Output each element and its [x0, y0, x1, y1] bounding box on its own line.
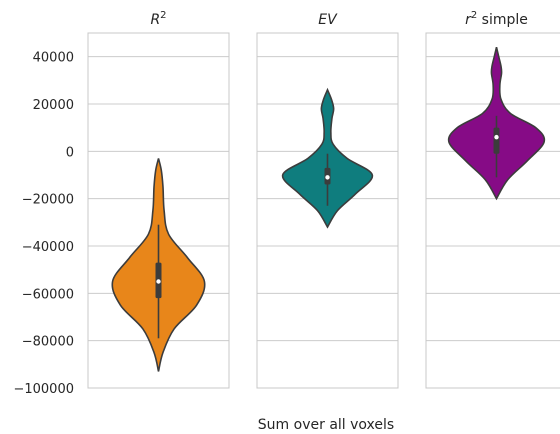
- y-tick-label: −20000: [22, 193, 74, 208]
- violin-panels: R2 EV r2 simple: [87, 10, 560, 389]
- panel-title-rest: simple: [477, 12, 528, 28]
- panel-title-main: EV: [318, 12, 338, 28]
- y-tick-label: −80000: [22, 335, 74, 350]
- violin-panel: R2: [87, 10, 230, 389]
- y-tick-label: 0: [66, 145, 74, 160]
- violin-median-dot: [325, 175, 330, 180]
- panel-frame: [425, 32, 560, 389]
- panel-frame: [87, 32, 230, 389]
- violin-iqr-box: [493, 127, 500, 154]
- panel-title: EV: [318, 12, 338, 28]
- y-tick-label: −60000: [22, 287, 74, 302]
- y-tick-label: 40000: [33, 51, 74, 66]
- y-axis: 40000 20000 0 −20000 −40000 −60000 −80000 −1000…: [13, 51, 74, 397]
- y-tick-label: −100000: [13, 382, 74, 397]
- panel-title: R2: [150, 10, 166, 28]
- violin-median-dot: [156, 279, 161, 284]
- violin-panel: r2 simple: [425, 10, 560, 389]
- panel-title-main: R: [150, 12, 160, 28]
- y-tick-label: 20000: [33, 98, 74, 113]
- panel-title-sup: 2: [160, 10, 166, 21]
- violin-panel: EV: [256, 12, 399, 389]
- y-tick-label: −40000: [22, 240, 74, 255]
- panel-frame: [256, 32, 399, 389]
- violin-median-dot: [494, 134, 499, 140]
- panel-title-main: r: [465, 12, 472, 28]
- panel-title: r2 simple: [465, 10, 528, 28]
- panel-title-sup: 2: [471, 10, 477, 21]
- x-axis-label: Sum over all voxels: [258, 417, 394, 433]
